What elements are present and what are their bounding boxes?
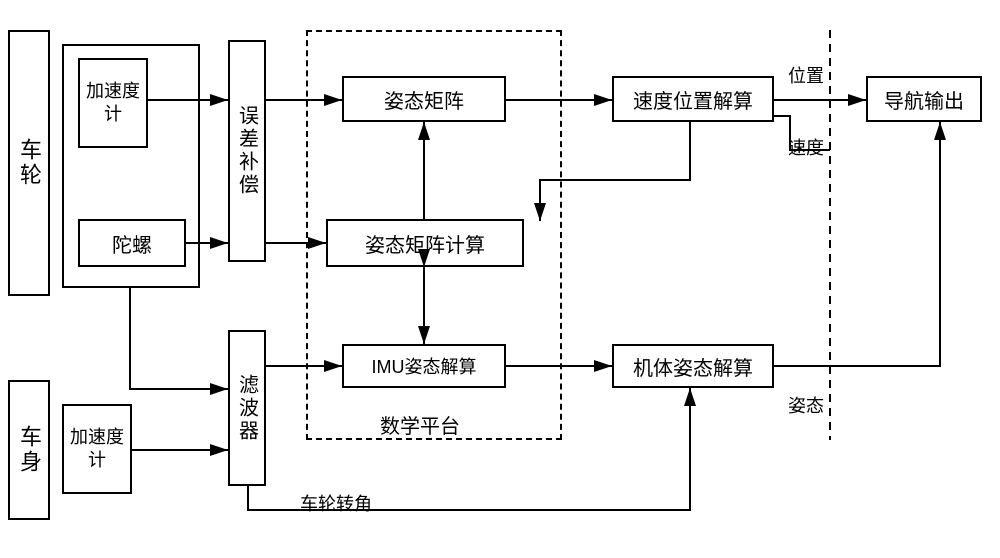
velocity-position-calc: 速度位置解算 — [612, 76, 774, 122]
body-attitude-calc-label: 机体姿态解算 — [633, 352, 753, 381]
attitude-calc-label: 姿态矩阵计算 — [365, 229, 485, 258]
filter: 滤波器 — [228, 330, 266, 486]
accel2-label: 加速度计 — [70, 426, 124, 473]
attitude-matrix: 姿态矩阵 — [342, 76, 506, 122]
wheel-unit-label: 车轮 — [13, 138, 45, 188]
accel1-label: 加速度计 — [86, 80, 140, 127]
body-unit-label: 车身 — [13, 425, 45, 475]
wheel-unit: 车轮 — [8, 30, 50, 296]
attitude-calc: 姿态矩阵计算 — [326, 219, 524, 267]
imu-calc: IMU姿态解算 — [342, 344, 506, 388]
gyro-label: 陀螺 — [112, 229, 152, 258]
body-unit: 车身 — [8, 380, 50, 520]
filter-label: 滤波器 — [233, 374, 262, 443]
wheel-angle-label: 车轮转角 — [300, 490, 372, 516]
error-compensation-label: 误差补偿 — [233, 105, 262, 197]
error-compensation: 误差补偿 — [228, 40, 266, 262]
attitude-matrix-label: 姿态矩阵 — [384, 85, 464, 114]
body-attitude-calc: 机体姿态解算 — [612, 344, 774, 388]
nav-output: 导航输出 — [866, 76, 982, 122]
velocity-position-calc-label: 速度位置解算 — [633, 85, 753, 114]
position-label: 位置 — [788, 62, 824, 88]
accel2: 加速度计 — [62, 404, 132, 494]
accel1: 加速度计 — [78, 58, 148, 148]
math-platform-label: 数学平台 — [380, 410, 460, 439]
gyro: 陀螺 — [78, 219, 186, 267]
attitude-label: 姿态 — [788, 392, 824, 418]
nav-output-label: 导航输出 — [884, 85, 964, 114]
imu-calc-label: IMU姿态解算 — [372, 353, 477, 379]
velocity-label: 速度 — [788, 134, 824, 160]
